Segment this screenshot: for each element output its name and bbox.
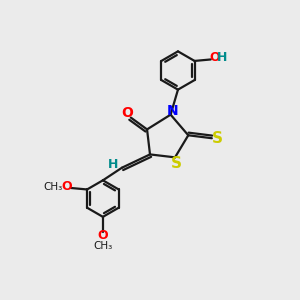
Text: N: N [166, 103, 178, 118]
Text: O: O [61, 180, 72, 193]
Text: O: O [98, 230, 108, 242]
Text: H: H [108, 158, 119, 171]
Text: H: H [217, 52, 227, 64]
Text: S: S [212, 131, 223, 146]
Text: CH₃: CH₃ [93, 241, 112, 251]
Text: S: S [171, 156, 182, 171]
Text: CH₃: CH₃ [44, 182, 63, 191]
Text: O: O [210, 52, 220, 64]
Text: O: O [121, 106, 133, 120]
